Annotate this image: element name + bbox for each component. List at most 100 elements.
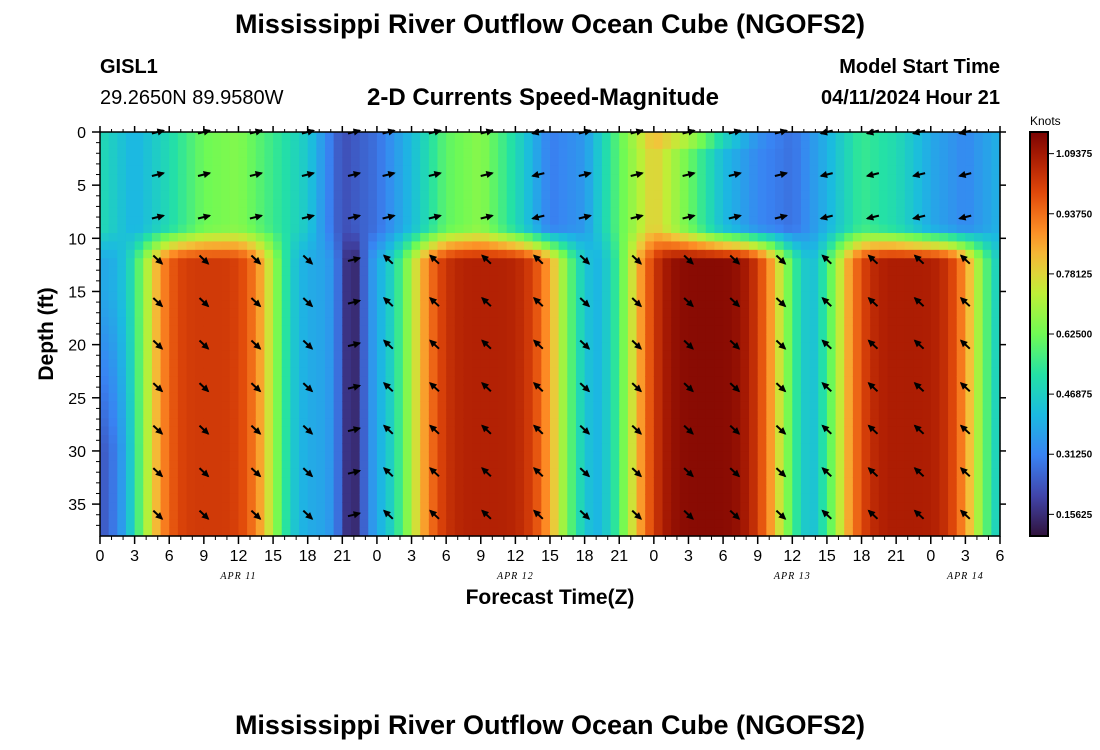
heatmap-cell bbox=[584, 367, 594, 377]
heatmap-cell bbox=[679, 510, 690, 520]
heatmap-cell bbox=[593, 258, 603, 268]
heatmap-cell bbox=[489, 233, 499, 243]
heatmap-cell bbox=[203, 493, 214, 503]
heatmap-cell bbox=[688, 233, 698, 243]
heatmap-cell bbox=[498, 435, 508, 445]
heatmap-cell bbox=[307, 485, 317, 495]
heatmap-cell bbox=[169, 527, 179, 537]
heatmap-cell bbox=[757, 148, 767, 158]
heatmap-cell bbox=[402, 317, 413, 327]
heatmap-cell bbox=[870, 132, 880, 142]
heatmap-cell bbox=[904, 460, 915, 470]
heatmap-cell bbox=[792, 207, 802, 217]
heatmap-cell bbox=[645, 157, 655, 167]
heatmap-cell bbox=[299, 401, 309, 411]
heatmap-cell bbox=[117, 266, 127, 276]
heatmap-cell bbox=[186, 132, 196, 142]
heatmap-cell bbox=[610, 224, 620, 234]
heatmap-cell bbox=[844, 350, 854, 360]
heatmap-cell bbox=[861, 148, 871, 158]
heatmap-cell bbox=[186, 140, 196, 150]
heatmap-cell bbox=[273, 233, 283, 243]
heatmap-cell bbox=[515, 140, 525, 150]
heatmap-cell bbox=[463, 426, 473, 436]
heatmap-cell bbox=[818, 300, 828, 310]
heatmap-cell bbox=[524, 384, 534, 394]
heatmap-cell bbox=[264, 493, 274, 503]
heatmap-cell bbox=[255, 317, 266, 327]
heatmap-cell bbox=[151, 359, 162, 369]
heatmap-cell bbox=[489, 224, 499, 234]
heatmap-cell bbox=[247, 409, 257, 419]
heatmap-cell bbox=[437, 392, 447, 402]
heatmap-cell bbox=[134, 283, 144, 293]
heatmap-cell bbox=[679, 334, 690, 344]
heatmap-cell bbox=[550, 174, 560, 184]
heatmap-cell bbox=[411, 376, 421, 386]
heatmap-cell bbox=[472, 216, 482, 226]
heatmap-cell bbox=[342, 502, 352, 512]
heatmap-cell bbox=[775, 392, 785, 402]
heatmap-cell bbox=[160, 317, 170, 327]
heatmap-cell bbox=[783, 283, 793, 293]
heatmap-cell bbox=[437, 190, 447, 200]
heatmap-cell bbox=[264, 132, 274, 142]
heatmap-cell bbox=[757, 384, 767, 394]
heatmap-cell bbox=[939, 266, 949, 276]
heatmap-cell bbox=[662, 426, 672, 436]
heatmap-cell bbox=[731, 249, 741, 259]
heatmap-cell bbox=[697, 367, 707, 377]
heatmap-cell bbox=[437, 291, 447, 301]
heatmap-cell bbox=[264, 418, 274, 428]
heatmap-cell bbox=[489, 342, 499, 352]
heatmap-cell bbox=[420, 233, 430, 243]
heatmap-cell bbox=[982, 384, 992, 394]
heatmap-cell bbox=[394, 485, 404, 495]
heatmap-cell bbox=[160, 224, 170, 234]
heatmap-cell bbox=[463, 249, 473, 259]
heatmap-cell bbox=[948, 519, 958, 529]
heatmap-cell bbox=[195, 510, 205, 520]
heatmap-cell bbox=[757, 493, 767, 503]
heatmap-cell bbox=[550, 140, 560, 150]
heatmap-cell bbox=[472, 233, 482, 243]
heatmap-cell bbox=[506, 359, 516, 369]
heatmap-cell bbox=[749, 435, 759, 445]
heatmap-cell bbox=[333, 317, 343, 327]
heatmap-cell bbox=[255, 519, 266, 529]
heatmap-cell bbox=[247, 519, 257, 529]
heatmap-cell bbox=[939, 392, 949, 402]
heatmap-cell bbox=[134, 140, 144, 150]
heatmap-cell bbox=[731, 493, 741, 503]
heatmap-cell bbox=[852, 174, 863, 184]
heatmap-cell bbox=[472, 527, 482, 537]
heatmap-cell bbox=[506, 325, 516, 335]
heatmap-cell bbox=[584, 519, 594, 529]
heatmap-cell bbox=[766, 249, 776, 259]
heatmap-cell bbox=[143, 376, 153, 386]
heatmap-cell bbox=[627, 477, 638, 487]
heatmap-cell bbox=[541, 199, 551, 209]
heatmap-cell bbox=[800, 435, 811, 445]
heatmap-cell bbox=[368, 291, 378, 301]
heatmap-cell bbox=[212, 350, 222, 360]
heatmap-cell bbox=[125, 401, 136, 411]
heatmap-cell bbox=[203, 392, 214, 402]
heatmap-cell bbox=[904, 451, 915, 461]
heatmap-cell bbox=[705, 157, 716, 167]
heatmap-cell bbox=[333, 233, 343, 243]
heatmap-cell bbox=[740, 224, 750, 234]
heatmap-cell bbox=[653, 132, 664, 142]
heatmap-cell bbox=[169, 418, 179, 428]
heatmap-cell bbox=[550, 443, 560, 453]
heatmap-cell bbox=[125, 148, 136, 158]
heatmap-cell bbox=[212, 485, 222, 495]
heatmap-cell bbox=[143, 190, 153, 200]
heatmap-cell bbox=[818, 148, 828, 158]
heatmap-cell bbox=[247, 207, 257, 217]
heatmap-cell bbox=[117, 460, 127, 470]
heatmap-cell bbox=[671, 207, 681, 217]
heatmap-cell bbox=[342, 435, 352, 445]
heatmap-cell bbox=[359, 157, 369, 167]
heatmap-cell bbox=[826, 308, 837, 318]
